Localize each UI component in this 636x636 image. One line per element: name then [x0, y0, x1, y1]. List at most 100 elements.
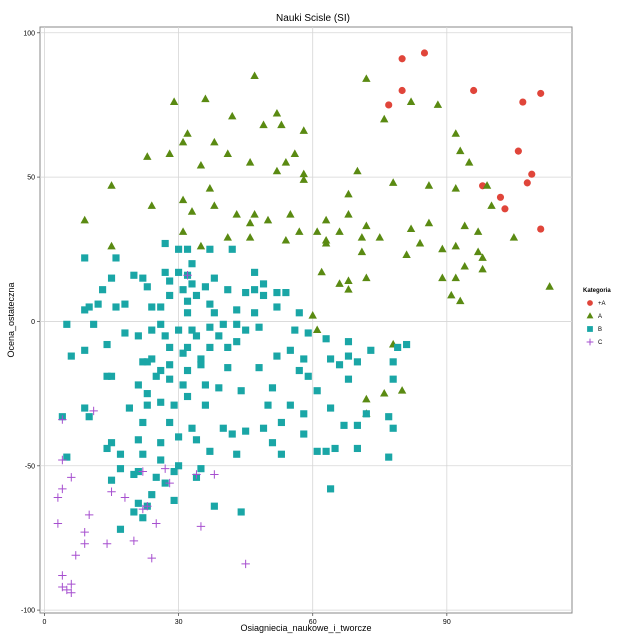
series-plus-A — [385, 49, 545, 233]
data-point — [188, 326, 196, 334]
data-point — [242, 427, 250, 435]
data-point — [362, 410, 370, 418]
data-point — [290, 149, 300, 157]
data-point — [312, 325, 322, 334]
data-point — [344, 210, 353, 218]
data-point — [134, 332, 142, 340]
data-point — [380, 114, 389, 123]
data-point — [514, 147, 522, 155]
data-point — [157, 366, 165, 375]
data-point — [273, 289, 281, 297]
data-point — [375, 233, 384, 241]
data-point — [197, 465, 205, 473]
y-tick-label: 50 — [27, 175, 35, 182]
data-point — [157, 398, 165, 406]
data-point — [183, 245, 192, 253]
data-point — [299, 169, 308, 178]
data-point — [250, 71, 259, 80]
legend-label: B — [598, 327, 602, 333]
data-point — [148, 326, 156, 334]
data-point — [233, 320, 241, 328]
data-point — [197, 355, 205, 363]
data-point — [317, 267, 326, 276]
data-point — [188, 260, 196, 268]
data-point — [53, 519, 63, 528]
data-point — [169, 97, 179, 105]
data-point — [130, 508, 138, 516]
data-point — [228, 245, 236, 253]
data-point — [233, 306, 241, 314]
data-point — [470, 86, 478, 95]
data-point — [125, 404, 133, 412]
data-point — [219, 424, 227, 432]
data-point — [80, 539, 89, 548]
data-point — [219, 320, 227, 328]
data-point — [398, 55, 406, 63]
data-point — [210, 201, 219, 209]
data-point — [179, 381, 187, 389]
data-point — [451, 273, 460, 282]
data-point — [67, 579, 76, 589]
data-point — [451, 241, 460, 250]
data-point — [143, 358, 151, 366]
data-point — [344, 276, 353, 284]
data-point — [523, 179, 531, 187]
data-point — [451, 129, 460, 137]
data-point — [166, 343, 174, 351]
data-point — [116, 465, 125, 473]
data-point — [103, 372, 111, 380]
data-point — [210, 470, 219, 479]
data-point — [291, 326, 299, 334]
data-point — [300, 410, 308, 418]
data-point — [537, 89, 545, 97]
data-point — [228, 430, 236, 438]
data-point — [353, 421, 361, 429]
data-point — [389, 375, 397, 383]
data-point — [157, 439, 165, 447]
data-point — [120, 493, 130, 502]
data-point — [147, 553, 156, 563]
data-point — [420, 49, 429, 57]
data-point — [81, 404, 89, 412]
data-point — [433, 100, 443, 108]
data-point — [403, 340, 411, 349]
data-point — [81, 346, 89, 354]
data-point — [67, 473, 76, 482]
data-point — [206, 323, 214, 331]
data-point — [160, 464, 170, 473]
data-point — [178, 195, 188, 204]
data-point — [272, 166, 282, 175]
data-point — [313, 387, 321, 395]
data-point — [281, 158, 291, 166]
data-point — [313, 447, 321, 455]
y-axis-label: Ocena_ostateczna — [6, 282, 16, 357]
data-point — [327, 355, 335, 363]
legend-items: +A A B C — [586, 300, 606, 346]
data-point — [259, 280, 268, 288]
data-point — [85, 303, 93, 311]
data-point — [67, 588, 76, 597]
legend-marker — [587, 326, 593, 332]
data-point — [139, 418, 147, 427]
data-point — [148, 303, 156, 311]
data-point — [545, 282, 554, 290]
data-point — [80, 215, 89, 224]
data-point — [183, 366, 192, 375]
data-point — [277, 450, 285, 458]
data-point — [201, 94, 210, 103]
data-point — [335, 227, 344, 235]
data-point — [205, 184, 215, 192]
data-point — [389, 358, 397, 366]
data-point — [165, 149, 174, 157]
data-point — [192, 291, 201, 300]
data-point — [335, 279, 344, 287]
data-point — [80, 527, 89, 537]
data-point — [210, 274, 218, 282]
x-tick-label: 60 — [309, 619, 317, 626]
data-point — [268, 384, 277, 392]
data-point — [259, 291, 268, 300]
data-point — [58, 415, 67, 424]
data-point — [81, 254, 89, 262]
data-point — [242, 289, 250, 297]
data-point — [299, 126, 308, 134]
